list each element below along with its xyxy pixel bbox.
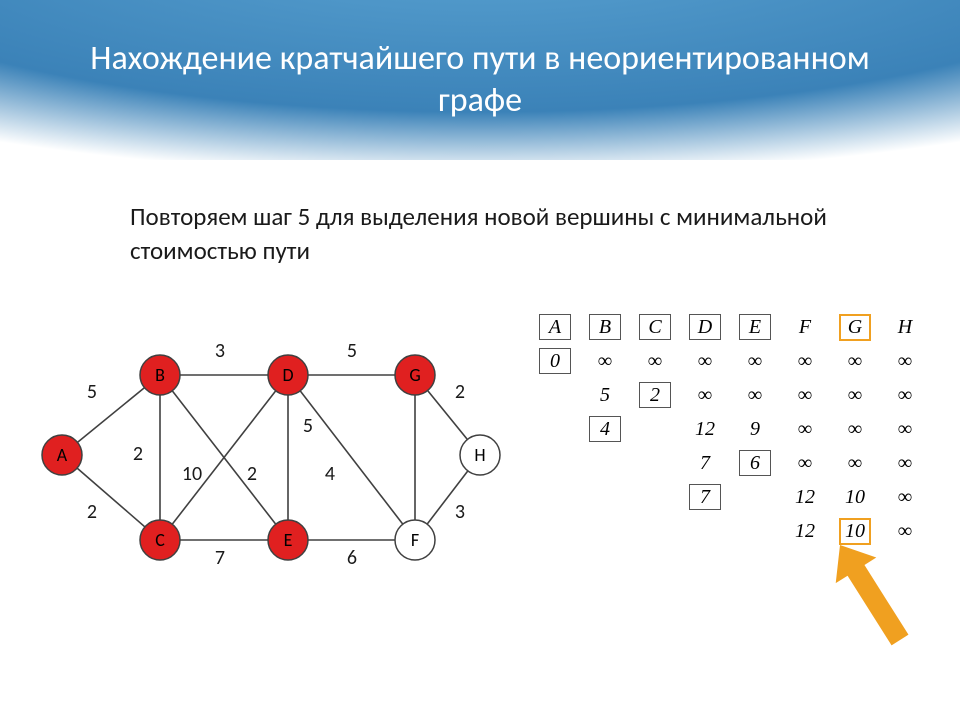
table-cell <box>730 480 780 514</box>
table-cell: 5 <box>580 378 630 412</box>
slide-header: Нахождение кратчайшего пути в неориентир… <box>0 0 960 160</box>
table-header-cell: C <box>630 310 680 344</box>
table-cell: ∞ <box>880 446 930 480</box>
table-cell <box>530 480 580 514</box>
table-cell <box>630 446 680 480</box>
table-header-cell: G <box>830 310 880 344</box>
table-cell: ∞ <box>830 378 880 412</box>
table-cell: ∞ <box>880 378 930 412</box>
graph-node-label: B <box>155 364 165 386</box>
edge-weight: 6 <box>347 546 357 570</box>
graph-node-label: C <box>155 529 165 551</box>
graph-node-label: H <box>474 444 485 466</box>
edge-weight: 10 <box>182 462 202 486</box>
edge-weight: 5 <box>347 339 357 363</box>
arrow-shape <box>836 545 909 645</box>
table-header-cell: B <box>580 310 630 344</box>
table-cell <box>580 446 630 480</box>
table-cell: 7 <box>680 446 730 480</box>
table-cell: ∞ <box>580 344 630 378</box>
table-cell <box>580 514 630 548</box>
table-cell: 0 <box>530 344 580 378</box>
table-cell: ∞ <box>730 344 780 378</box>
table-cell <box>530 378 580 412</box>
table-cell <box>530 412 580 446</box>
edge-weight: 2 <box>87 500 97 524</box>
table-cell <box>530 514 580 548</box>
graph-node-label: F <box>411 529 419 551</box>
table-row: 1210∞ <box>530 514 930 548</box>
table-cell: 4 <box>580 412 630 446</box>
edge-weight: 7 <box>215 546 225 570</box>
edge-weight: 2 <box>455 380 465 404</box>
table-header-cell: A <box>530 310 580 344</box>
table-cell: ∞ <box>830 344 880 378</box>
table-row: 52∞∞∞∞∞ <box>530 378 930 412</box>
table-cell <box>630 514 680 548</box>
table-row: 7 1210∞ <box>530 480 930 514</box>
edge-weight: 2 <box>247 462 257 486</box>
graph-node-label: E <box>284 529 293 551</box>
table-cell: ∞ <box>680 378 730 412</box>
table-cell: ∞ <box>880 344 930 378</box>
distance-table: ABCDEFGH0∞∞∞∞∞∞∞52∞∞∞∞∞4129∞∞∞76∞∞∞71210… <box>530 310 940 548</box>
table-header-cell: H <box>880 310 930 344</box>
table-cell: ∞ <box>730 378 780 412</box>
edge-weight: 5 <box>303 414 313 438</box>
table-cell: ∞ <box>880 514 930 548</box>
table-cell: 12 <box>780 514 830 548</box>
table-cell <box>630 480 680 514</box>
graph-diagram: 52231027545632ABCDEFGH <box>20 320 500 580</box>
edge-weight: 5 <box>87 380 97 404</box>
table-cell: ∞ <box>780 412 830 446</box>
table-cell: ∞ <box>780 446 830 480</box>
table-header-cell: D <box>680 310 730 344</box>
edge-weight: 3 <box>455 500 465 524</box>
table-cell <box>730 514 780 548</box>
table-cell: 10 <box>830 514 880 548</box>
table-cell <box>680 514 730 548</box>
table-cell: 7 <box>680 480 730 514</box>
table-row: 0∞∞∞∞∞∞∞ <box>530 344 930 378</box>
table-cell <box>630 412 680 446</box>
table-cell: ∞ <box>830 412 880 446</box>
table-cell: ∞ <box>780 344 830 378</box>
table-cell: 2 <box>630 378 680 412</box>
table-cell <box>580 480 630 514</box>
slide-title: Нахождение кратчайшего пути в неориентир… <box>0 38 960 123</box>
table-cell: ∞ <box>880 412 930 446</box>
table-cell: 10 <box>830 480 880 514</box>
table-cell: ∞ <box>830 446 880 480</box>
table-cell <box>530 446 580 480</box>
edge-weight: 2 <box>133 442 143 466</box>
graph-node-label: D <box>282 364 293 386</box>
table-cell: ∞ <box>630 344 680 378</box>
table-cell: ∞ <box>780 378 830 412</box>
graph-edge <box>288 375 415 540</box>
table-cell: ∞ <box>680 344 730 378</box>
edge-weight: 3 <box>215 339 225 363</box>
table-row: 4129∞∞∞ <box>530 412 930 446</box>
table-header-cell: E <box>730 310 780 344</box>
table-header-cell: F <box>780 310 830 344</box>
table-cell: 9 <box>730 412 780 446</box>
table-cell: 12 <box>780 480 830 514</box>
table-cell: 12 <box>680 412 730 446</box>
graph-node-label: A <box>57 444 68 466</box>
table-cell: 6 <box>730 446 780 480</box>
slide-subtitle: Повторяем шаг 5 для выделения новой верш… <box>130 200 850 268</box>
edge-weight: 4 <box>325 462 335 486</box>
table-cell: ∞ <box>880 480 930 514</box>
table-row: 76∞∞∞ <box>530 446 930 480</box>
graph-node-label: G <box>409 364 420 386</box>
